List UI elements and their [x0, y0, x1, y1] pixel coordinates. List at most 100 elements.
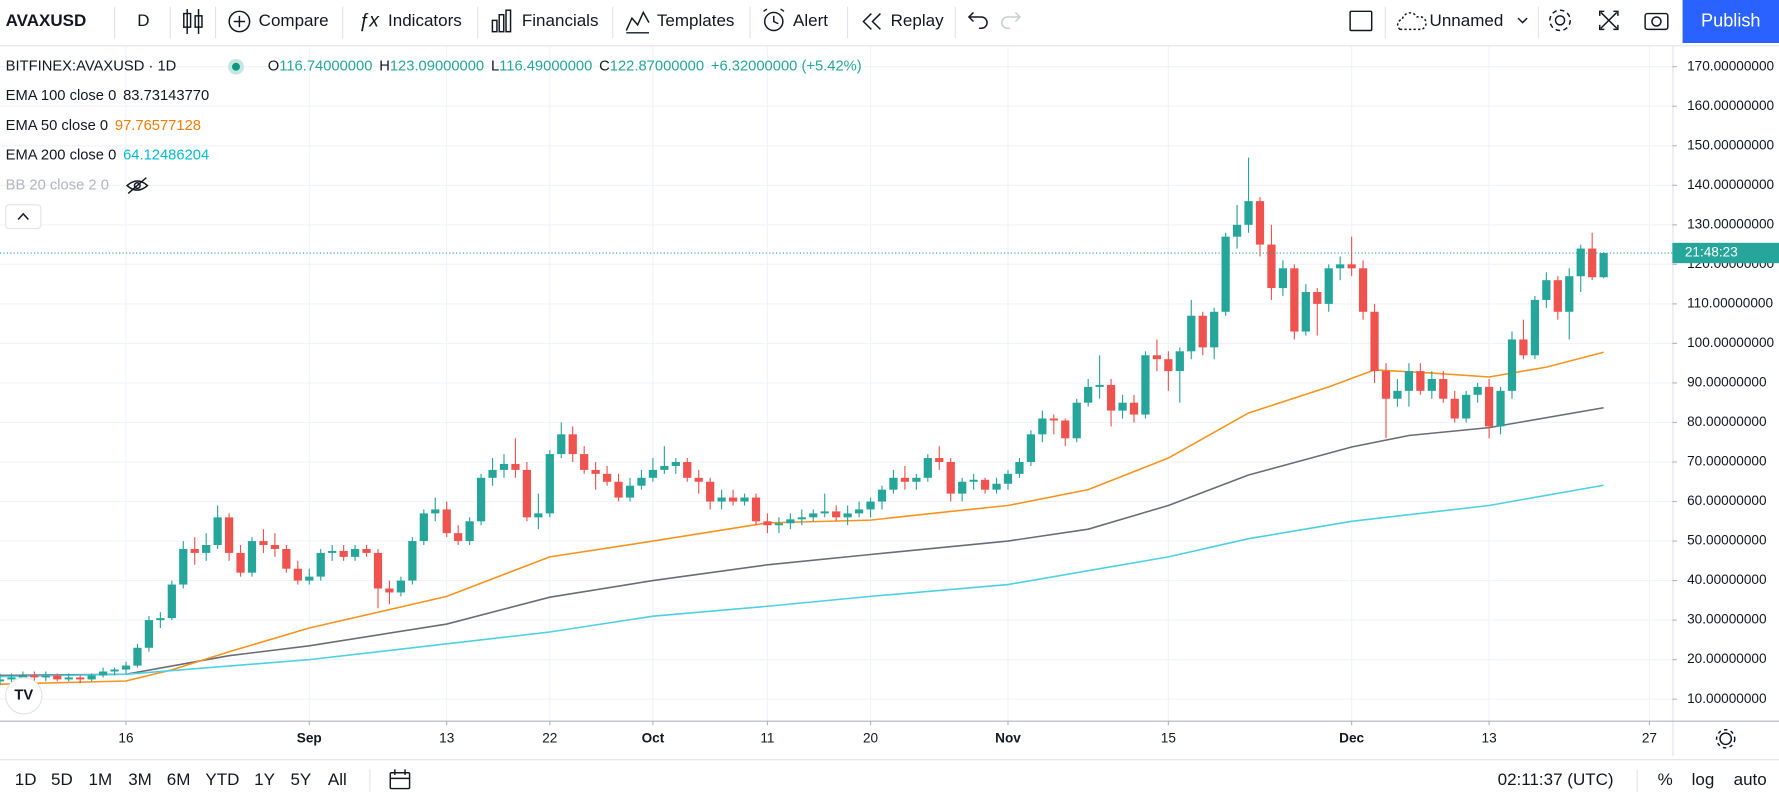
candle-body: [1439, 378, 1448, 399]
replay-button[interactable]: Replay: [891, 11, 944, 30]
range-button[interactable]: 1Y: [254, 770, 275, 789]
candle-body: [1519, 339, 1528, 356]
last-price-tag: [1672, 242, 1779, 264]
candle-body: [1473, 386, 1482, 395]
indicator-name: EMA 100 close 0: [6, 88, 117, 104]
candle-body: [832, 511, 841, 518]
y-tick-label: 110.00000000: [1687, 295, 1773, 310]
collapse-arrow[interactable]: [17, 212, 29, 220]
replay-icon[interactable]: [862, 13, 881, 30]
cloud-icon[interactable]: [1396, 12, 1427, 31]
candle-body: [1450, 398, 1459, 419]
candle-body: [728, 497, 738, 502]
candle-body: [1530, 299, 1540, 356]
interval[interactable]: D: [137, 11, 149, 30]
redo-icon[interactable]: [1001, 11, 1022, 30]
templates-button[interactable]: Templates: [657, 11, 735, 30]
hidden-eye-icon[interactable]: [125, 177, 149, 195]
layout-icon[interactable]: [1349, 10, 1373, 32]
y-tick-label: 10.00000000: [1687, 691, 1767, 706]
candle-body: [1416, 371, 1425, 391]
range-button[interactable]: 1M: [88, 770, 112, 789]
countdown: 21:48:23: [1685, 245, 1738, 260]
candle-body: [1038, 418, 1047, 435]
candle-body: [1015, 461, 1024, 474]
financials-button[interactable]: Financials: [522, 11, 599, 30]
candle-body: [1278, 268, 1288, 289]
candle-body: [98, 671, 108, 676]
symbol[interactable]: AVAXUSD: [6, 11, 87, 30]
axis-settings-icon[interactable]: [1715, 728, 1736, 749]
ema-line: [0, 484, 1604, 678]
candle-body: [935, 458, 944, 462]
candle-body: [30, 675, 39, 678]
y-tick-label: 30.00000000: [1687, 612, 1767, 627]
candle-body: [786, 519, 795, 524]
range-button[interactable]: 1D: [15, 770, 37, 789]
tv-logo: TV: [5, 677, 43, 715]
date-range-icon[interactable]: [389, 769, 411, 790]
templates-icon[interactable]: [625, 10, 650, 34]
snapshot-icon[interactable]: [1644, 12, 1669, 31]
x-tick-label: 11: [760, 730, 774, 745]
candle-body: [648, 469, 658, 478]
candle-body: [316, 552, 325, 577]
scale-option[interactable]: log: [1692, 770, 1715, 789]
scale-option[interactable]: %: [1658, 770, 1673, 789]
collapse-legend-button[interactable]: [5, 204, 42, 230]
bottom-bar: 1D 5D 1M 3M 6M YTD 1Y 5Y All 02:11:37 (UTC)% log au…: [15, 769, 1767, 792]
svg-text:TV: TV: [14, 688, 33, 704]
candle-body: [362, 548, 371, 553]
settings-icon[interactable]: [1549, 9, 1571, 32]
range-button[interactable]: 6M: [167, 770, 191, 789]
x-tick-label: 13: [1482, 730, 1497, 745]
candle-body: [568, 434, 577, 455]
compare-icon[interactable]: [228, 10, 251, 33]
undo-icon[interactable]: [967, 11, 988, 30]
range-button[interactable]: All: [328, 770, 347, 789]
indicator-legend: EMA 100 close 0 83.73143770: [6, 88, 210, 104]
y-tick-label: 160.00000000: [1687, 98, 1774, 113]
indicators-button[interactable]: Indicators: [388, 11, 462, 30]
candle-body: [213, 517, 222, 546]
candle-body: [1507, 339, 1517, 391]
candle-body: [614, 481, 623, 498]
candle-body: [557, 434, 566, 455]
candle-body: [809, 513, 818, 518]
candle-body: [350, 548, 360, 557]
indicator-value: 83.73143770: [123, 88, 209, 104]
candle-body: [889, 477, 898, 490]
ohlc-key: L: [491, 59, 499, 75]
candle-body: [179, 548, 188, 585]
range-button[interactable]: 5Y: [290, 770, 311, 789]
indicator-legend: EMA 200 close 0 64.12486204: [6, 148, 210, 164]
candle-body: [454, 533, 463, 542]
candle-body: [1061, 420, 1070, 439]
scale-option[interactable]: auto: [1734, 770, 1767, 789]
alert-button[interactable]: Alert: [793, 11, 828, 30]
y-tick-label: 20.00000000: [1687, 651, 1767, 666]
range-button[interactable]: 3M: [128, 770, 152, 789]
candle-body: [224, 517, 234, 553]
publish-button-bg[interactable]: [1682, 0, 1779, 43]
candle-body: [969, 479, 978, 482]
range-button[interactable]: 5D: [51, 770, 73, 789]
indicators-icon[interactable]: ƒx: [359, 11, 381, 32]
candle-body: [190, 548, 199, 553]
layout-name[interactable]: Unnamed: [1430, 11, 1504, 30]
compare-button[interactable]: Compare: [259, 11, 329, 30]
x-tick-label: 27: [1642, 730, 1657, 745]
fullscreen-icon[interactable]: [1599, 10, 1619, 31]
market-status: [232, 62, 240, 71]
financials-icon[interactable]: [491, 9, 512, 33]
x-tick-label: 13: [439, 730, 454, 745]
range-button[interactable]: YTD: [205, 770, 239, 789]
layout-menu-arrow[interactable]: [1517, 17, 1528, 24]
symbol-title: BITFINEX:AVAXUSD · 1D: [6, 59, 177, 75]
indicator-name: EMA 200 close 0: [6, 148, 117, 164]
alert-icon[interactable]: [763, 8, 785, 32]
candle-body: [1290, 268, 1299, 332]
chart-style-icon[interactable]: [183, 9, 203, 34]
publish-button[interactable]: Publish: [1701, 10, 1760, 30]
